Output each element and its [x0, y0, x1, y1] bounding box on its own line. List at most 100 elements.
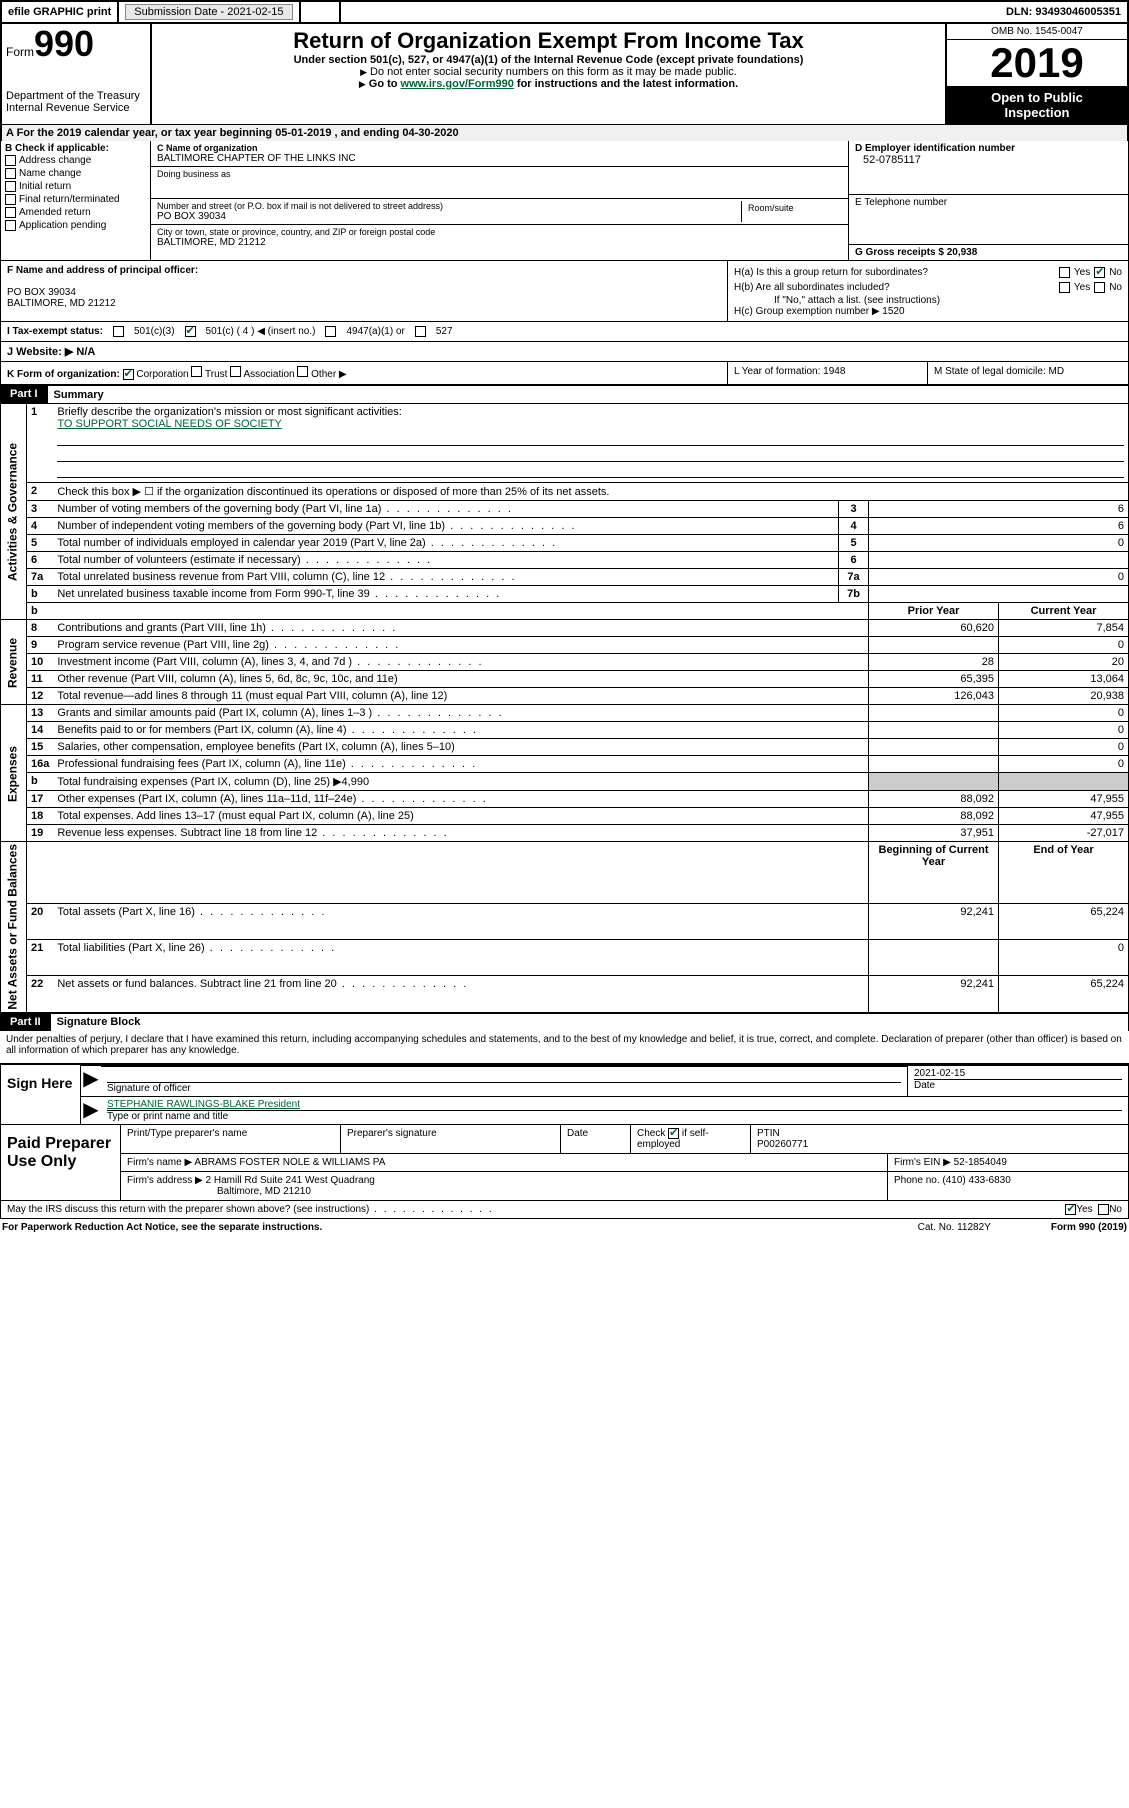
chk-application-pending[interactable]: Application pending	[5, 219, 146, 232]
chk-trust[interactable]	[191, 366, 202, 377]
hc-label: H(c) Group exemption number ▶ 1520	[734, 306, 1122, 317]
subtitle-2: Do not enter social security numbers on …	[156, 66, 941, 78]
tax-exempt-row: I Tax-exempt status: 501(c)(3) 501(c) ( …	[0, 322, 1129, 342]
chk-name-change[interactable]: Name change	[5, 167, 146, 180]
subtitle-3: Go to www.irs.gov/Form990 for instructio…	[156, 78, 941, 90]
bottom-line: For Paperwork Reduction Act Notice, see …	[0, 1219, 1129, 1236]
org-name-label: C Name of organization	[157, 143, 842, 153]
chk-assoc[interactable]	[230, 366, 241, 377]
submission-date: Submission Date - 2021-02-15	[119, 2, 300, 22]
part1-header: Part I Summary	[0, 385, 1129, 403]
form-number: 990	[34, 23, 94, 64]
l2: Check this box ▶ ☐ if the organization d…	[53, 483, 1128, 501]
ein-label: D Employer identification number	[855, 143, 1122, 154]
header-right: OMB No. 1545-0047 2019 Open to PublicIns…	[947, 24, 1127, 124]
col-c: C Name of organization BALTIMORE CHAPTER…	[151, 141, 848, 260]
name-label: Type or print name and title	[107, 1111, 228, 1122]
chk-final-return[interactable]: Final return/terminated	[5, 193, 146, 206]
chk-4947[interactable]	[325, 326, 336, 337]
dept-irs: Internal Revenue Service	[6, 102, 146, 114]
chk-501c3[interactable]	[113, 326, 124, 337]
col-d: D Employer identification number 52-0785…	[848, 141, 1128, 260]
ha-label: H(a) Is this a group return for subordin…	[734, 267, 1055, 278]
mission-lines	[57, 432, 1124, 478]
year-formation: L Year of formation: 1948	[728, 362, 928, 384]
ha-no[interactable]	[1094, 267, 1105, 278]
form-word: Form	[6, 45, 34, 59]
prep-sig-hdr: Preparer's signature	[341, 1125, 561, 1153]
sign-here-label: Sign Here	[1, 1065, 81, 1124]
org-address: PO BOX 39034	[157, 211, 741, 222]
row-k: K Form of organization: Corporation Trus…	[0, 362, 1129, 385]
sig-arrow-icon: ▶	[81, 1066, 101, 1096]
org-name: BALTIMORE CHAPTER OF THE LINKS INC	[157, 153, 842, 164]
gross-receipts: G Gross receipts $ 20,938	[855, 247, 1122, 258]
b-header: B Check if applicable:	[5, 143, 146, 154]
chk-amended[interactable]: Amended return	[5, 206, 146, 219]
open-inspection: Open to PublicInspection	[947, 86, 1127, 124]
vlabel-gov: Activities & Governance	[1, 404, 27, 620]
spacer	[301, 2, 341, 22]
chk-self-employed[interactable]	[668, 1128, 679, 1139]
row-6: 6Total number of volunteers (estimate if…	[1, 552, 1129, 569]
form-title: Return of Organization Exempt From Incom…	[156, 28, 941, 54]
row-5: 5Total number of individuals employed in…	[1, 535, 1129, 552]
hb-yes[interactable]	[1059, 282, 1070, 293]
tax-year: 2019	[947, 40, 1127, 86]
org-info-section: B Check if applicable: Address change Na…	[0, 141, 1129, 261]
discuss-yes[interactable]	[1065, 1204, 1076, 1215]
header-left: Form990 Department of the Treasury Inter…	[2, 24, 152, 124]
l1-label: Briefly describe the organization's miss…	[57, 406, 401, 418]
chk-other[interactable]	[297, 366, 308, 377]
paid-preparer-label: Paid Preparer Use Only	[1, 1125, 121, 1200]
summary-table: Activities & Governance 1 Briefly descri…	[0, 403, 1129, 1013]
subtitle-1: Under section 501(c), 527, or 4947(a)(1)…	[156, 54, 941, 66]
chk-initial-return[interactable]: Initial return	[5, 180, 146, 193]
row-7b: bNet unrelated business taxable income f…	[1, 586, 1129, 603]
efile-label: efile GRAPHIC print	[2, 2, 119, 22]
submission-date-button[interactable]: Submission Date - 2021-02-15	[125, 4, 292, 20]
form990-link[interactable]: www.irs.gov/Form990	[401, 78, 514, 90]
preparer-block: Paid Preparer Use Only Print/Type prepar…	[0, 1125, 1129, 1201]
tax-year-row: A For the 2019 calendar year, or tax yea…	[0, 124, 1129, 141]
principal-officer: F Name and address of principal officer:…	[1, 261, 728, 321]
hb-no[interactable]	[1094, 282, 1105, 293]
discuss-row: May the IRS discuss this return with the…	[0, 1201, 1129, 1219]
discuss-no[interactable]	[1098, 1204, 1109, 1215]
form-ref: Form 990 (2019)	[1051, 1222, 1127, 1233]
row-4: 4Number of independent voting members of…	[1, 518, 1129, 535]
prep-name-hdr: Print/Type preparer's name	[121, 1125, 341, 1153]
sig-arrow-icon-2: ▶	[81, 1097, 101, 1124]
paperwork-notice: For Paperwork Reduction Act Notice, see …	[2, 1222, 322, 1233]
chk-527[interactable]	[415, 326, 426, 337]
sig-date: 2021-02-15	[914, 1068, 965, 1079]
firm-name-cell: Firm's name ▶ ABRAMS FOSTER NOLE & WILLI…	[121, 1154, 888, 1171]
chk-501c[interactable]	[185, 326, 196, 337]
part2-header: Part II Signature Block	[0, 1013, 1129, 1031]
top-bar: efile GRAPHIC print Submission Date - 20…	[0, 0, 1129, 24]
row-f-h: F Name and address of principal officer:…	[0, 261, 1129, 322]
mission-text: TO SUPPORT SOCIAL NEEDS OF SOCIETY	[57, 418, 282, 430]
sig-officer-label: Signature of officer	[107, 1083, 191, 1094]
prep-selfemp: Check if self-employed	[631, 1125, 751, 1153]
tel-label: E Telephone number	[855, 197, 1122, 208]
hb-label: H(b) Are all subordinates included?	[734, 282, 1055, 293]
ptin-cell: PTINP00260771	[751, 1125, 1128, 1153]
firm-ein-cell: Firm's EIN ▶ 52-1854049	[888, 1154, 1128, 1171]
form-header: Form990 Department of the Treasury Inter…	[0, 24, 1129, 124]
omb-number: OMB No. 1545-0047	[947, 24, 1127, 40]
dln: DLN: 93493046005351	[1000, 6, 1127, 18]
cat-no: Cat. No. 11282Y	[918, 1222, 991, 1233]
row-7a: 7aTotal unrelated business revenue from …	[1, 569, 1129, 586]
header-mid: Return of Organization Exempt From Incom…	[152, 24, 947, 124]
room-label: Room/suite	[742, 201, 842, 222]
chk-address-change[interactable]: Address change	[5, 154, 146, 167]
row-3: 3Number of voting members of the governi…	[1, 501, 1129, 518]
chk-corp[interactable]	[123, 369, 134, 380]
addr-label: Number and street (or P.O. box if mail i…	[157, 201, 741, 211]
signature-block: Sign Here ▶ Signature of officer 2021-02…	[0, 1063, 1129, 1125]
col-b: B Check if applicable: Address change Na…	[1, 141, 151, 260]
firm-addr-cell: Firm's address ▶ 2 Hamill Rd Suite 241 W…	[121, 1172, 888, 1200]
perjury-declaration: Under penalties of perjury, I declare th…	[0, 1031, 1129, 1059]
ha-yes[interactable]	[1059, 267, 1070, 278]
